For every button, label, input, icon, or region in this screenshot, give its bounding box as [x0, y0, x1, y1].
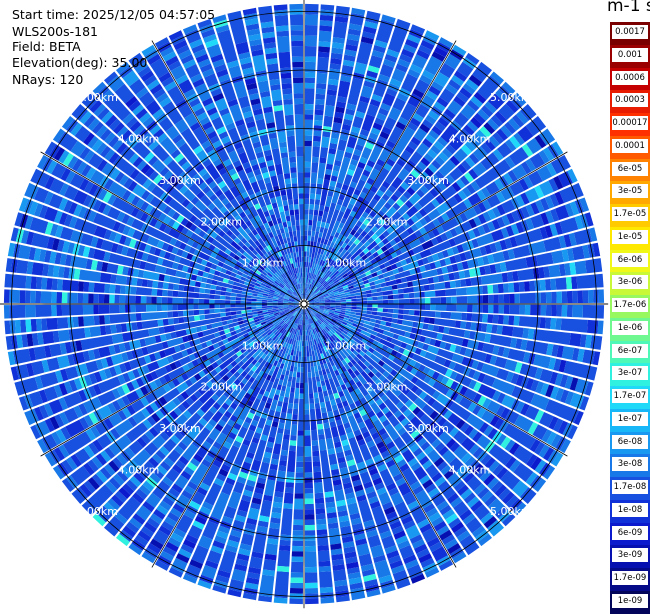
field-label: Field: BETA [12, 39, 81, 54]
colorbar-tick-label: 1.7e-08 [612, 480, 648, 494]
colorbar-tick-label: 1.7e-09 [612, 571, 648, 585]
colorbar-tick-label: 1e-08 [612, 502, 648, 517]
range-ring-label: 4.00km [118, 464, 160, 477]
azimuth-spoke [303, 303, 568, 457]
range-ring-label: 5.00km [76, 91, 118, 104]
azimuth-spoke [151, 303, 305, 568]
azimuth-spoke [151, 40, 305, 305]
colorbar-tick-label: 6e-08 [612, 434, 648, 449]
colorbar-tick-label: 0.0001 [612, 138, 648, 153]
radar-center-marker [300, 300, 308, 308]
range-ring-label: 2.00km [201, 215, 243, 228]
colorbar-tick-label: 0.0003 [612, 93, 648, 108]
range-ring-label: 3.00km [407, 422, 449, 435]
colorbar-tick-label: 6e-05 [612, 161, 648, 176]
range-ring-label: 5.00km [76, 505, 118, 518]
colorbar-tick-label: 1e-05 [612, 229, 648, 244]
range-ring-label: 2.00km [201, 381, 243, 394]
azimuth-spoke [303, 151, 568, 305]
azimuth-spoke [303, 303, 457, 568]
range-ring-label: 1.00km [325, 257, 367, 270]
range-ring-label: 4.00km [449, 464, 491, 477]
range-ring-label: 1.00km [242, 257, 284, 270]
colorbar-tick-label: 6e-06 [612, 252, 648, 267]
colorbar-tick-label: 3e-07 [612, 366, 648, 381]
colorbar-tick-label: 1e-07 [612, 411, 648, 426]
colorbar-tick-label: 1e-09 [612, 593, 648, 608]
colorbar-tick-label: 0.001 [612, 47, 648, 62]
range-ring-label: 5.00km [490, 91, 532, 104]
range-ring-label: 3.00km [159, 422, 201, 435]
azimuth-spoke [303, 40, 457, 305]
colorbar-tick-label: 0.0017 [612, 25, 648, 39]
colorbar-tick-label: 1.7e-07 [612, 389, 648, 403]
colorbar-tick-label: 3e-05 [612, 184, 648, 199]
colorbar-tick-label: 3e-08 [612, 457, 648, 472]
colorbar-tick-label: 6e-07 [612, 343, 648, 358]
elevation-label: Elevation(deg): 35.00 [12, 55, 148, 70]
azimuth-spoke [40, 303, 305, 457]
range-ring-label: 4.00km [118, 133, 160, 146]
azimuth-spoke [40, 151, 305, 305]
beta-gate-cells [7, 9, 592, 604]
colorbar-tick-label: 3e-09 [612, 548, 648, 563]
range-ring-labels: 1.00km 1.00km 1.00km 1.00km 2.00km 2.00km 2.00… [76, 91, 531, 518]
colorbar-tick-label: 0.0006 [612, 70, 648, 85]
start-time-label: Start time: 2025/12/05 04:57:05 [12, 7, 216, 22]
range-ring-label: 1.00km [242, 339, 284, 352]
instrument-label: WLS200s-181 [12, 24, 98, 39]
colorbar-tick-label: 1.7e-06 [612, 298, 648, 312]
range-ring-label: 1.00km [325, 339, 367, 352]
range-ring-label: 2.00km [366, 381, 408, 394]
colorbar-tick-label: 1e-06 [612, 320, 648, 335]
range-grid [0, 0, 609, 609]
colorbar-tick-label: 6e-09 [612, 525, 648, 540]
colorbar-title: m-1 sr-1 [607, 0, 650, 16]
range-ring-label: 3.00km [159, 174, 201, 187]
range-ring-label: 2.00km [366, 215, 408, 228]
nrays-label: NRays: 120 [12, 72, 84, 87]
colorbar-tick-label: 1.7e-05 [612, 207, 648, 221]
range-ring-label: 3.00km [407, 174, 449, 187]
colorbar-tick-label: 0.00017 [612, 116, 648, 130]
range-ring-label: 4.00km [449, 133, 491, 146]
colorbar-tick-label: 3e-06 [612, 275, 648, 290]
range-ring-label: 5.00km [490, 505, 532, 518]
beta-field-sectors [3, 3, 605, 605]
